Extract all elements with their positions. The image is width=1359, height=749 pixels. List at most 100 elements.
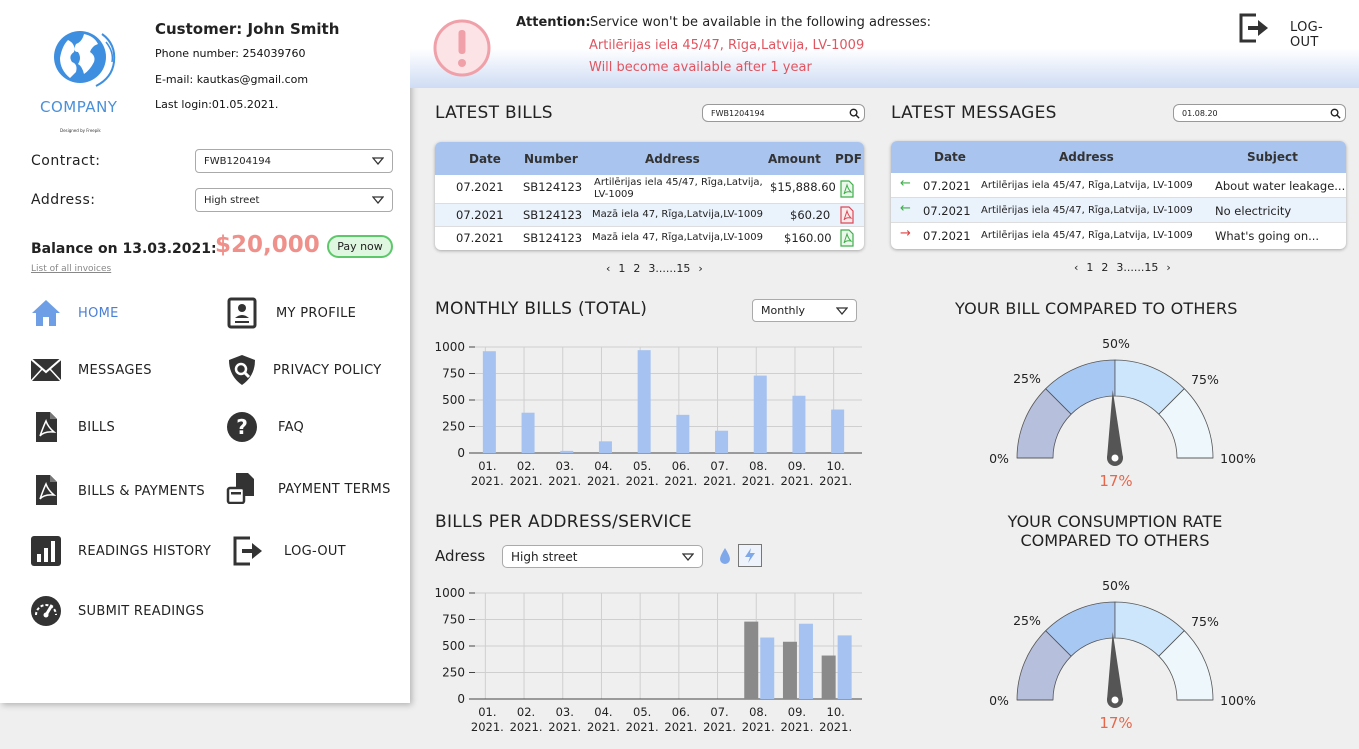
document-payment-icon [226, 473, 254, 504]
messages-pagination: ‹ 1 2 3......15 › [1074, 261, 1171, 274]
nav-bills[interactable]: BILLS [30, 411, 210, 443]
x-tick-label: 10. [827, 459, 845, 473]
bills-search-input[interactable]: FWB1204194 [702, 104, 865, 122]
header-logout-button[interactable]: LOG-OUT [1238, 11, 1348, 50]
pager-page[interactable]: 2 [1101, 261, 1109, 274]
shield-search-icon [229, 355, 255, 385]
contract-value: FWB1204194 [204, 155, 272, 167]
bar[interactable] [744, 621, 759, 699]
pdf-download-icon[interactable] [840, 229, 854, 247]
x-tick-label: 04. [594, 705, 612, 719]
address-select[interactable]: High street [195, 188, 393, 212]
col-number[interactable]: Number [524, 152, 578, 166]
bar[interactable] [560, 450, 574, 453]
messages-search-input[interactable]: 01.08.20 [1173, 104, 1346, 122]
bar[interactable] [821, 655, 836, 699]
message-subject: What's going on... [1215, 229, 1320, 243]
y-tick-label: 750 [442, 367, 465, 381]
sidebar: COMPANY Designed by Freepik Customer: Jo… [0, 0, 410, 703]
table-row[interactable]: 07.2021 SB124123 Artilērijas iela 45/47,… [435, 175, 864, 204]
nav-bills-payments[interactable]: BILLS & PAYMENTS [30, 474, 210, 506]
pager-page[interactable]: 3......15 [648, 262, 691, 275]
speedometer-icon [31, 596, 61, 626]
table-row[interactable]: → 07.2021 Artilērijas iela 45/47, Rīga,L… [891, 223, 1346, 248]
nav-submit-readings[interactable]: SUBMIT READINGS [30, 595, 220, 627]
pager-next[interactable]: › [698, 262, 703, 275]
gauge-tick-label: 50% [1102, 578, 1130, 593]
pager-page[interactable]: 1 [1086, 261, 1094, 274]
invoices-link[interactable]: List of all invoices [31, 264, 112, 274]
x-tick-label: 2021. [703, 720, 736, 734]
x-tick-label: 2021. [471, 474, 504, 488]
pdf-download-icon[interactable] [840, 180, 854, 198]
pager-prev[interactable]: ‹ [606, 262, 611, 275]
nav-logout[interactable]: LOG-OUT [232, 535, 412, 567]
pager-prev[interactable]: ‹ [1074, 261, 1079, 274]
bar[interactable] [676, 414, 690, 453]
water-drop-icon[interactable] [718, 546, 732, 566]
pdf-download-icon[interactable] [840, 206, 854, 224]
nav-my-profile[interactable]: MY PROFILE [226, 297, 406, 329]
pager-page[interactable]: 3......15 [1116, 261, 1159, 274]
bar[interactable] [798, 623, 813, 699]
search-icon [849, 108, 860, 119]
pager-page[interactable]: 1 [618, 262, 626, 275]
bill-date: 07.2021 [456, 208, 504, 222]
pay-now-button[interactable]: Pay now [327, 235, 393, 258]
col-date[interactable]: Date [934, 150, 966, 164]
nav-payment-terms[interactable]: PAYMENT TERMS [226, 472, 406, 504]
bar[interactable] [753, 375, 767, 453]
x-tick-label: 02. [517, 459, 535, 473]
electricity-toggle[interactable] [738, 544, 762, 567]
nav-messages[interactable]: MESSAGES [30, 354, 210, 386]
bar[interactable] [521, 412, 535, 453]
period-select[interactable]: Monthly [752, 299, 857, 322]
col-address[interactable]: Address [1059, 150, 1114, 164]
table-row[interactable]: 07.2021 SB124123 Mazā iela 47, Rīga,Latv… [435, 227, 864, 250]
envelope-icon [30, 358, 62, 382]
x-tick-label: 2021. [780, 720, 813, 734]
nav-faq[interactable]: ? FAQ [226, 411, 406, 443]
col-amount[interactable]: Amount [768, 152, 821, 166]
bill-amount: $160.00 [784, 231, 832, 245]
x-tick-label: 2021. [742, 720, 775, 734]
bar[interactable] [482, 351, 496, 453]
bill-number: SB124123 [523, 180, 583, 194]
bar[interactable] [831, 409, 845, 453]
x-tick-label: 03. [556, 459, 574, 473]
bar[interactable] [782, 641, 797, 699]
gauge-tick-label: 0% [989, 451, 1009, 466]
nav-home[interactable]: HOME [30, 297, 210, 329]
pager-page[interactable]: 2 [633, 262, 641, 275]
contract-select[interactable]: FWB1204194 [195, 149, 393, 173]
pager-next[interactable]: › [1166, 261, 1171, 274]
bar[interactable] [792, 395, 806, 453]
logout-icon [1239, 13, 1268, 43]
nav-readings-history[interactable]: READINGS HISTORY [30, 535, 220, 567]
table-header: Date Number Address Amount PDF [435, 142, 864, 175]
bar[interactable] [715, 430, 729, 453]
bar[interactable] [760, 637, 775, 699]
col-pdf[interactable]: PDF [835, 152, 862, 166]
table-row[interactable]: 07.2021 SB124123 Mazā iela 47, Rīga,Latv… [435, 204, 864, 227]
monthly-bills-chart: 0250500750100001.2021.02.2021.03.2021.04… [434, 340, 862, 488]
service-address-select[interactable]: High street [502, 545, 703, 568]
svg-text:?: ? [236, 415, 248, 439]
col-subject[interactable]: Subject [1247, 150, 1298, 164]
bill-address: Artilērijas iela 45/47, Rīga,Latvija, LV… [594, 177, 763, 200]
nav-payment-terms-label: PAYMENT TERMS [278, 482, 391, 497]
nav-privacy-policy[interactable]: PRIVACY POLICY [226, 354, 406, 386]
gauge-tick-label: 25% [1013, 613, 1041, 628]
table-row[interactable]: ← 07.2021 Artilērijas iela 45/47, Rīga,L… [891, 198, 1346, 223]
bar[interactable] [837, 635, 852, 699]
x-tick-label: 2021. [626, 720, 659, 734]
col-date[interactable]: Date [469, 152, 501, 166]
warning-icon [433, 19, 491, 77]
table-row[interactable]: ← 07.2021 Artilērijas iela 45/47, Rīga,L… [891, 173, 1346, 198]
bar-chart-icon [31, 536, 61, 566]
bar[interactable] [598, 441, 612, 453]
bar[interactable] [637, 350, 651, 453]
balance-label: Balance on 13.03.2021: [31, 241, 217, 257]
monthly-bills-title: MONTHLY BILLS (TOTAL) [435, 299, 648, 319]
col-address[interactable]: Address [645, 152, 700, 166]
